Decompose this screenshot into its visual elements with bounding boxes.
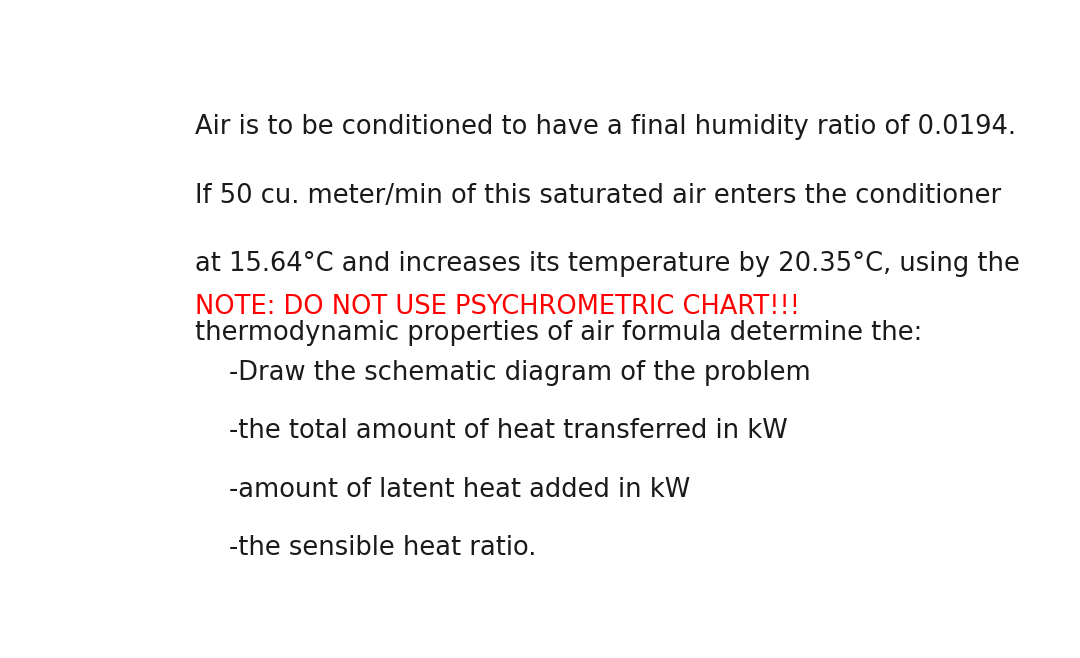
Text: NOTE: DO NOT USE PSYCHROMETRIC CHART!!!: NOTE: DO NOT USE PSYCHROMETRIC CHART!!! [195, 294, 800, 320]
Text: -amount of latent heat added in kW: -amount of latent heat added in kW [229, 476, 690, 503]
Text: thermodynamic properties of air formula determine the:: thermodynamic properties of air formula … [195, 320, 922, 345]
Text: Air is to be conditioned to have a final humidity ratio of 0.0194.: Air is to be conditioned to have a final… [195, 114, 1016, 140]
Text: at 15.64°C and increases its temperature by 20.35°C, using the: at 15.64°C and increases its temperature… [195, 251, 1021, 277]
Text: If 50 cu. meter/min of this saturated air enters the conditioner: If 50 cu. meter/min of this saturated ai… [195, 183, 1001, 209]
Text: -the sensible heat ratio.: -the sensible heat ratio. [229, 535, 536, 561]
Text: -the total amount of heat transferred in kW: -the total amount of heat transferred in… [229, 418, 787, 444]
Text: -Draw the schematic diagram of the problem: -Draw the schematic diagram of the probl… [229, 360, 810, 386]
